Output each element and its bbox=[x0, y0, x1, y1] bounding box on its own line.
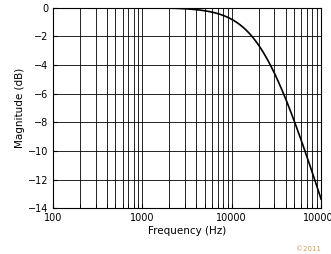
Y-axis label: Magnitude (dB): Magnitude (dB) bbox=[15, 68, 25, 148]
X-axis label: Frequency (Hz): Frequency (Hz) bbox=[148, 226, 226, 236]
Text: ©2011: ©2011 bbox=[296, 246, 321, 252]
